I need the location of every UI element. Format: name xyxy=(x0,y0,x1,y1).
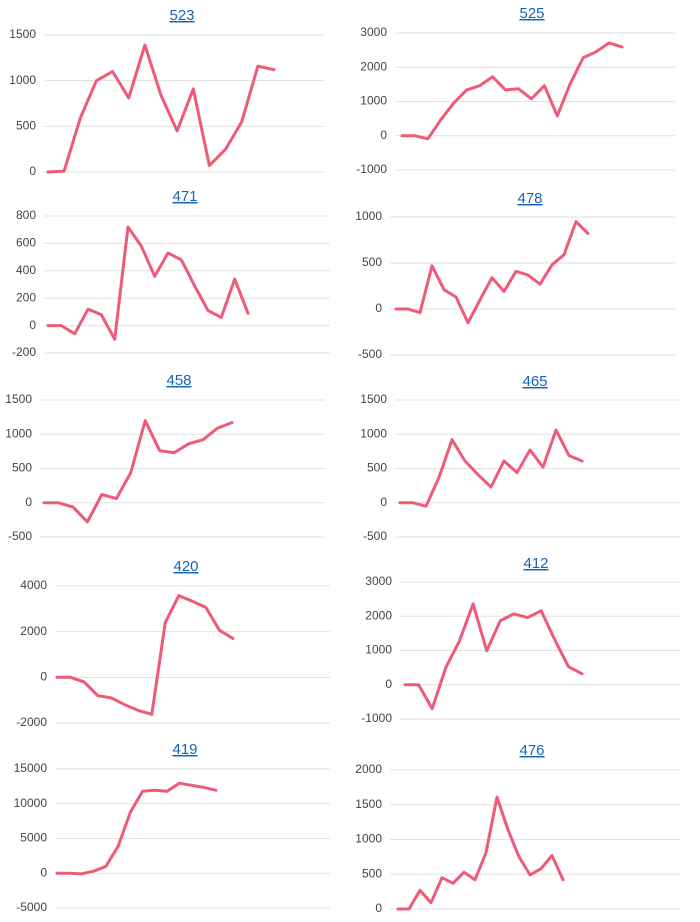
y-tick-label: -1000 xyxy=(356,162,387,176)
y-tick-label: 1000 xyxy=(355,209,382,223)
y-tick-label: 0 xyxy=(375,301,382,315)
chart-title[interactable]: 471 xyxy=(172,188,197,205)
y-tick-label: 1000 xyxy=(365,643,392,657)
y-tick-label: 10000 xyxy=(14,796,48,810)
y-tick-label: 0 xyxy=(29,318,36,332)
y-tick-label: -1000 xyxy=(361,711,392,725)
chart-title[interactable]: 465 xyxy=(522,373,547,390)
chart-title[interactable]: 458 xyxy=(166,372,191,389)
y-tick-label: -500 xyxy=(8,529,32,543)
y-tick-label: 1500 xyxy=(355,797,382,811)
y-tick-label: 1000 xyxy=(9,73,36,87)
y-tick-label: -5000 xyxy=(16,900,47,914)
y-tick-label: 800 xyxy=(16,208,36,222)
y-tick-label: 3000 xyxy=(360,25,387,39)
data-line xyxy=(55,594,235,716)
y-tick-label: 5000 xyxy=(20,831,47,845)
y-tick-label: 2000 xyxy=(365,608,392,622)
y-tick-label: 500 xyxy=(362,255,382,269)
data-line xyxy=(46,43,276,174)
y-tick-label: -500 xyxy=(363,529,387,543)
y-tick-label: 1000 xyxy=(355,832,382,846)
y-tick-label: 0 xyxy=(375,901,382,915)
data-line xyxy=(403,602,584,711)
chart-title[interactable]: 419 xyxy=(172,741,197,758)
y-tick-label: 0 xyxy=(40,670,47,684)
chart-title[interactable]: 476 xyxy=(519,742,544,759)
chart-title[interactable]: 412 xyxy=(523,555,548,572)
y-tick-label: 200 xyxy=(16,290,36,304)
y-tick-label: -200 xyxy=(12,345,36,359)
y-tick-label: 0 xyxy=(380,128,387,142)
data-line xyxy=(396,795,565,911)
y-tick-label: 4000 xyxy=(20,578,47,592)
y-tick-label: 2000 xyxy=(20,624,47,638)
data-line xyxy=(394,220,590,325)
y-tick-label: 2000 xyxy=(360,59,387,73)
y-tick-label: 1500 xyxy=(360,392,387,406)
y-tick-label: 0 xyxy=(29,164,36,178)
y-tick-label: 500 xyxy=(16,119,36,133)
chart-title[interactable]: 523 xyxy=(169,7,194,24)
y-tick-label: 500 xyxy=(12,461,32,475)
y-tick-label: 1500 xyxy=(9,27,36,41)
y-tick-label: 400 xyxy=(16,263,36,277)
y-tick-label: 3000 xyxy=(365,574,392,588)
data-line xyxy=(46,225,250,341)
y-tick-label: 15000 xyxy=(14,761,48,775)
y-tick-label: 0 xyxy=(40,865,47,879)
y-tick-label: 0 xyxy=(25,495,32,509)
y-tick-label: 2000 xyxy=(355,762,382,776)
y-tick-label: 1500 xyxy=(5,392,32,406)
chart-title[interactable]: 525 xyxy=(519,5,544,22)
y-tick-label: 1000 xyxy=(5,426,32,440)
y-tick-label: 1000 xyxy=(360,94,387,108)
chart-title[interactable]: 478 xyxy=(517,190,542,207)
chart-title[interactable]: 420 xyxy=(173,558,198,575)
y-tick-label: 0 xyxy=(385,677,392,691)
data-line xyxy=(398,428,584,508)
y-tick-label: 0 xyxy=(380,495,387,509)
y-tick-label: 500 xyxy=(362,866,382,880)
data-line xyxy=(42,419,234,524)
data-line xyxy=(55,781,218,876)
y-tick-label: 1000 xyxy=(360,426,387,440)
y-tick-label: -2000 xyxy=(16,715,47,729)
data-line xyxy=(400,41,624,141)
y-tick-label: 600 xyxy=(16,236,36,250)
y-tick-label: 500 xyxy=(367,461,387,475)
y-tick-label: -500 xyxy=(358,347,382,361)
